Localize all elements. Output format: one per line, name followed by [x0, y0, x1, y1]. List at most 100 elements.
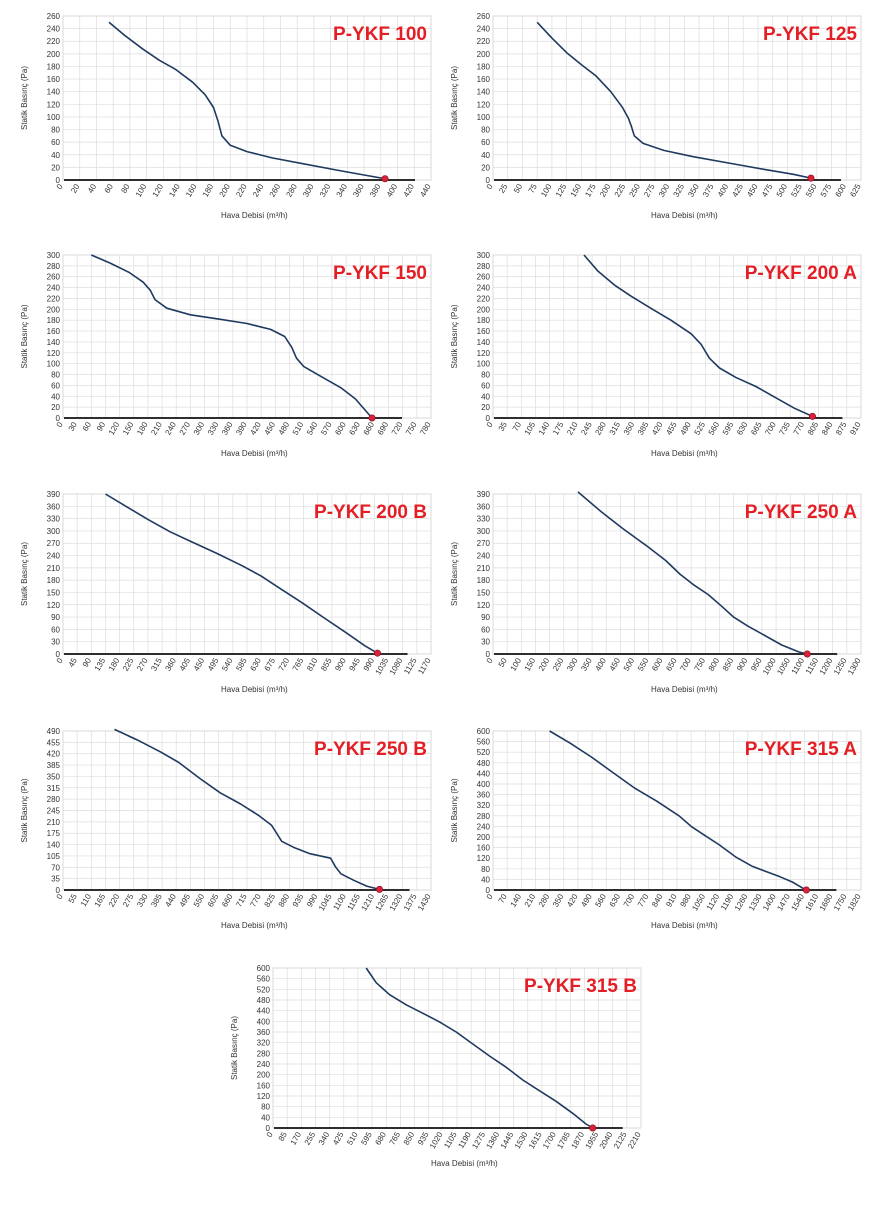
x-tick-label: 750: [404, 420, 419, 437]
y-tick-label: 70: [51, 863, 60, 872]
x-tick-label: 525: [693, 420, 708, 437]
x-tick-label: 665: [749, 420, 764, 437]
x-tick-label: 255: [303, 1130, 318, 1147]
x-tick-label: 840: [820, 420, 835, 437]
x-tick-label: 630: [735, 420, 750, 437]
y-tick-label: 270: [477, 539, 491, 548]
operating-point: [368, 414, 376, 422]
x-tick-label: 270: [178, 420, 193, 437]
y-tick-label: 175: [47, 829, 61, 838]
x-axis-label: Hava Debisi (m³/h): [651, 449, 718, 458]
x-tick-label: 160: [184, 182, 199, 199]
x-tick-label: 500: [775, 182, 790, 199]
chart-title: P-YKF 125: [763, 24, 857, 45]
operating-point: [374, 649, 382, 657]
y-tick-label: 80: [51, 126, 60, 135]
x-tick-label: 630: [248, 656, 263, 673]
y-tick-label: 120: [477, 854, 491, 863]
x-tick-label: 680: [373, 1130, 388, 1147]
x-tick-label: 455: [664, 420, 679, 437]
y-tick-label: 0: [56, 650, 61, 659]
y-tick-label: 150: [47, 588, 61, 597]
y-tick-label: 180: [477, 576, 491, 585]
y-tick-label: 200: [477, 305, 491, 314]
y-tick-label: 150: [477, 588, 491, 597]
x-tick-label: 675: [263, 656, 278, 673]
x-tick-label: 450: [745, 182, 760, 199]
y-tick-label: 0: [56, 176, 61, 185]
y-tick-label: 240: [47, 25, 61, 34]
x-tick-label: 595: [359, 1130, 374, 1147]
y-tick-label: 40: [481, 392, 490, 401]
y-tick-label: 80: [481, 865, 490, 874]
y-tick-label: 240: [47, 552, 61, 561]
x-tick-label: 180: [107, 656, 122, 673]
x-tick-label: 0: [55, 656, 65, 665]
x-tick-label: 420: [248, 420, 263, 437]
operating-point: [381, 175, 389, 183]
y-tick-label: 600: [257, 964, 271, 973]
y-tick-label: 120: [477, 349, 491, 358]
x-tick-label: 1615: [527, 1130, 544, 1150]
x-tick-label: 1530: [513, 1130, 530, 1150]
x-tick-label: 170: [289, 1130, 304, 1147]
y-tick-label: 280: [477, 262, 491, 271]
y-tick-label: 240: [257, 1060, 271, 1069]
x-tick-label: 135: [93, 656, 108, 673]
y-axis-label: Statik Basınç (Pa): [20, 304, 29, 368]
x-axis-label: Hava Debisi (m³/h): [651, 211, 718, 220]
x-tick-label: 180: [201, 182, 216, 199]
y-tick-label: 390: [477, 490, 491, 499]
x-tick-label: 1320: [388, 892, 405, 912]
x-tick-label: 300: [192, 420, 207, 437]
x-tick-label: 1120: [705, 892, 722, 912]
x-tick-label: 605: [206, 892, 221, 909]
x-tick-label: 450: [192, 656, 207, 673]
y-tick-label: 120: [47, 100, 61, 109]
x-tick-label: 1955: [584, 1130, 601, 1150]
x-tick-label: 500: [622, 656, 637, 673]
y-tick-label: 200: [47, 305, 61, 314]
x-tick-label: 660: [220, 892, 235, 909]
chart-title: P-YKF 200 A: [745, 263, 858, 284]
y-tick-label: 35: [51, 875, 60, 884]
x-tick-label: 85: [277, 1130, 290, 1143]
x-tick-label: 540: [305, 420, 320, 437]
x-tick-label: 570: [319, 420, 334, 437]
x-tick-label: 270: [135, 656, 150, 673]
x-tick-label: 770: [248, 892, 263, 909]
y-tick-label: 600: [477, 727, 491, 736]
operating-point: [802, 886, 810, 894]
x-tick-label: 320: [318, 182, 333, 199]
y-tick-label: 220: [477, 294, 491, 303]
operating-point: [808, 412, 816, 420]
x-tick-label: 245: [579, 420, 594, 437]
y-tick-label: 120: [47, 601, 61, 610]
x-tick-label: 0: [55, 182, 65, 191]
x-tick-label: 495: [178, 892, 193, 909]
x-tick-label: 560: [707, 420, 722, 437]
x-tick-label: 765: [388, 1130, 403, 1147]
x-tick-label: 720: [390, 420, 405, 437]
x-tick-label: 225: [613, 182, 628, 199]
y-tick-label: 200: [47, 50, 61, 59]
y-tick-label: 120: [477, 100, 491, 109]
y-tick-label: 480: [477, 759, 491, 768]
x-tick-label: 715: [234, 892, 249, 909]
x-tick-label: 440: [418, 182, 433, 199]
y-tick-label: 180: [47, 62, 61, 71]
y-tick-label: 105: [47, 852, 61, 861]
x-tick-label: 80: [119, 182, 132, 195]
y-tick-label: 20: [51, 403, 60, 412]
x-tick-label: 350: [551, 892, 566, 909]
x-tick-label: 340: [317, 1130, 332, 1147]
x-tick-label: 360: [220, 420, 235, 437]
x-tick-label: 150: [523, 656, 538, 673]
y-tick-label: 180: [47, 316, 61, 325]
x-tick-label: 60: [103, 182, 116, 195]
x-tick-label: 550: [804, 182, 819, 199]
x-tick-label: 1785: [555, 1130, 572, 1150]
x-tick-label: 880: [277, 892, 292, 909]
x-tick-label: 1210: [359, 892, 376, 912]
x-tick-label: 475: [760, 182, 775, 199]
